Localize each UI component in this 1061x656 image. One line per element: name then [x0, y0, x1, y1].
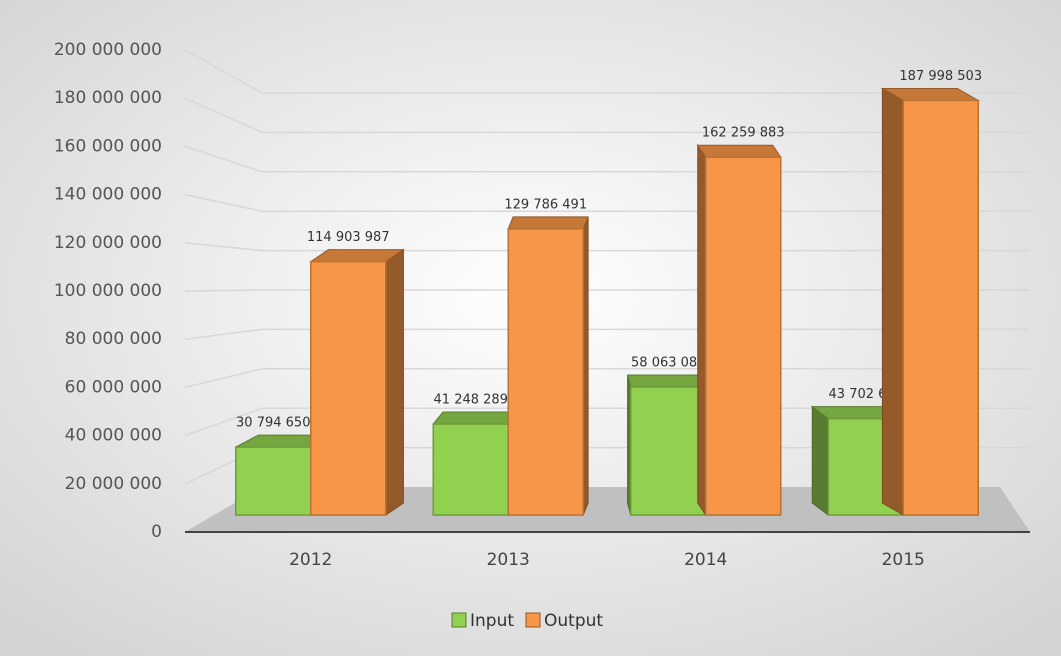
value-label: 30 794 650 — [236, 416, 310, 431]
bar-top — [626, 374, 707, 388]
x-tick-label: 2014 — [684, 550, 727, 570]
bar — [235, 446, 312, 516]
bar-top — [696, 144, 782, 158]
y-tick-label: 80 000 000 — [65, 329, 162, 349]
legend-label: Output — [544, 611, 603, 631]
y-tick-label: 140 000 000 — [54, 185, 162, 205]
value-label: 129 786 491 — [504, 197, 587, 212]
y-tick-label: 60 000 000 — [65, 377, 162, 397]
y-tick-label: 180 000 000 — [54, 88, 162, 108]
y-tick-label: 40 000 000 — [65, 426, 162, 446]
bar-side — [881, 87, 904, 516]
value-label: 41 248 289 — [434, 393, 508, 408]
x-tick-label: 2015 — [882, 550, 925, 570]
bar — [902, 99, 979, 516]
bar-top — [507, 216, 589, 230]
value-label: 187 998 503 — [899, 69, 982, 84]
y-tick-label: 100 000 000 — [54, 281, 162, 301]
bar-side — [811, 405, 829, 517]
y-tick-label: 160 000 000 — [54, 136, 162, 156]
bar — [432, 423, 509, 516]
x-tick-label: 2012 — [289, 550, 332, 570]
legend-swatch — [525, 612, 541, 628]
legend-swatch — [451, 612, 467, 628]
bar — [507, 228, 584, 516]
legend-label: Input — [470, 611, 514, 631]
bar-side — [385, 248, 404, 516]
value-label: 162 259 883 — [702, 126, 785, 141]
y-tick-label: 20 000 000 — [65, 474, 162, 494]
bar — [630, 386, 707, 516]
bar-top — [432, 411, 519, 425]
grid-line — [184, 97, 1030, 134]
y-tick-label: 0 — [151, 522, 162, 542]
grid-line — [184, 49, 1030, 94]
bar — [310, 260, 387, 516]
bar — [705, 156, 782, 516]
bar-side — [697, 143, 707, 517]
x-tick-label: 2013 — [487, 550, 530, 570]
y-tick-label: 120 000 000 — [54, 233, 162, 253]
value-label: 58 063 081 — [631, 355, 705, 370]
y-tick-label: 200 000 000 — [54, 40, 162, 60]
value-label: 114 903 987 — [307, 230, 390, 245]
